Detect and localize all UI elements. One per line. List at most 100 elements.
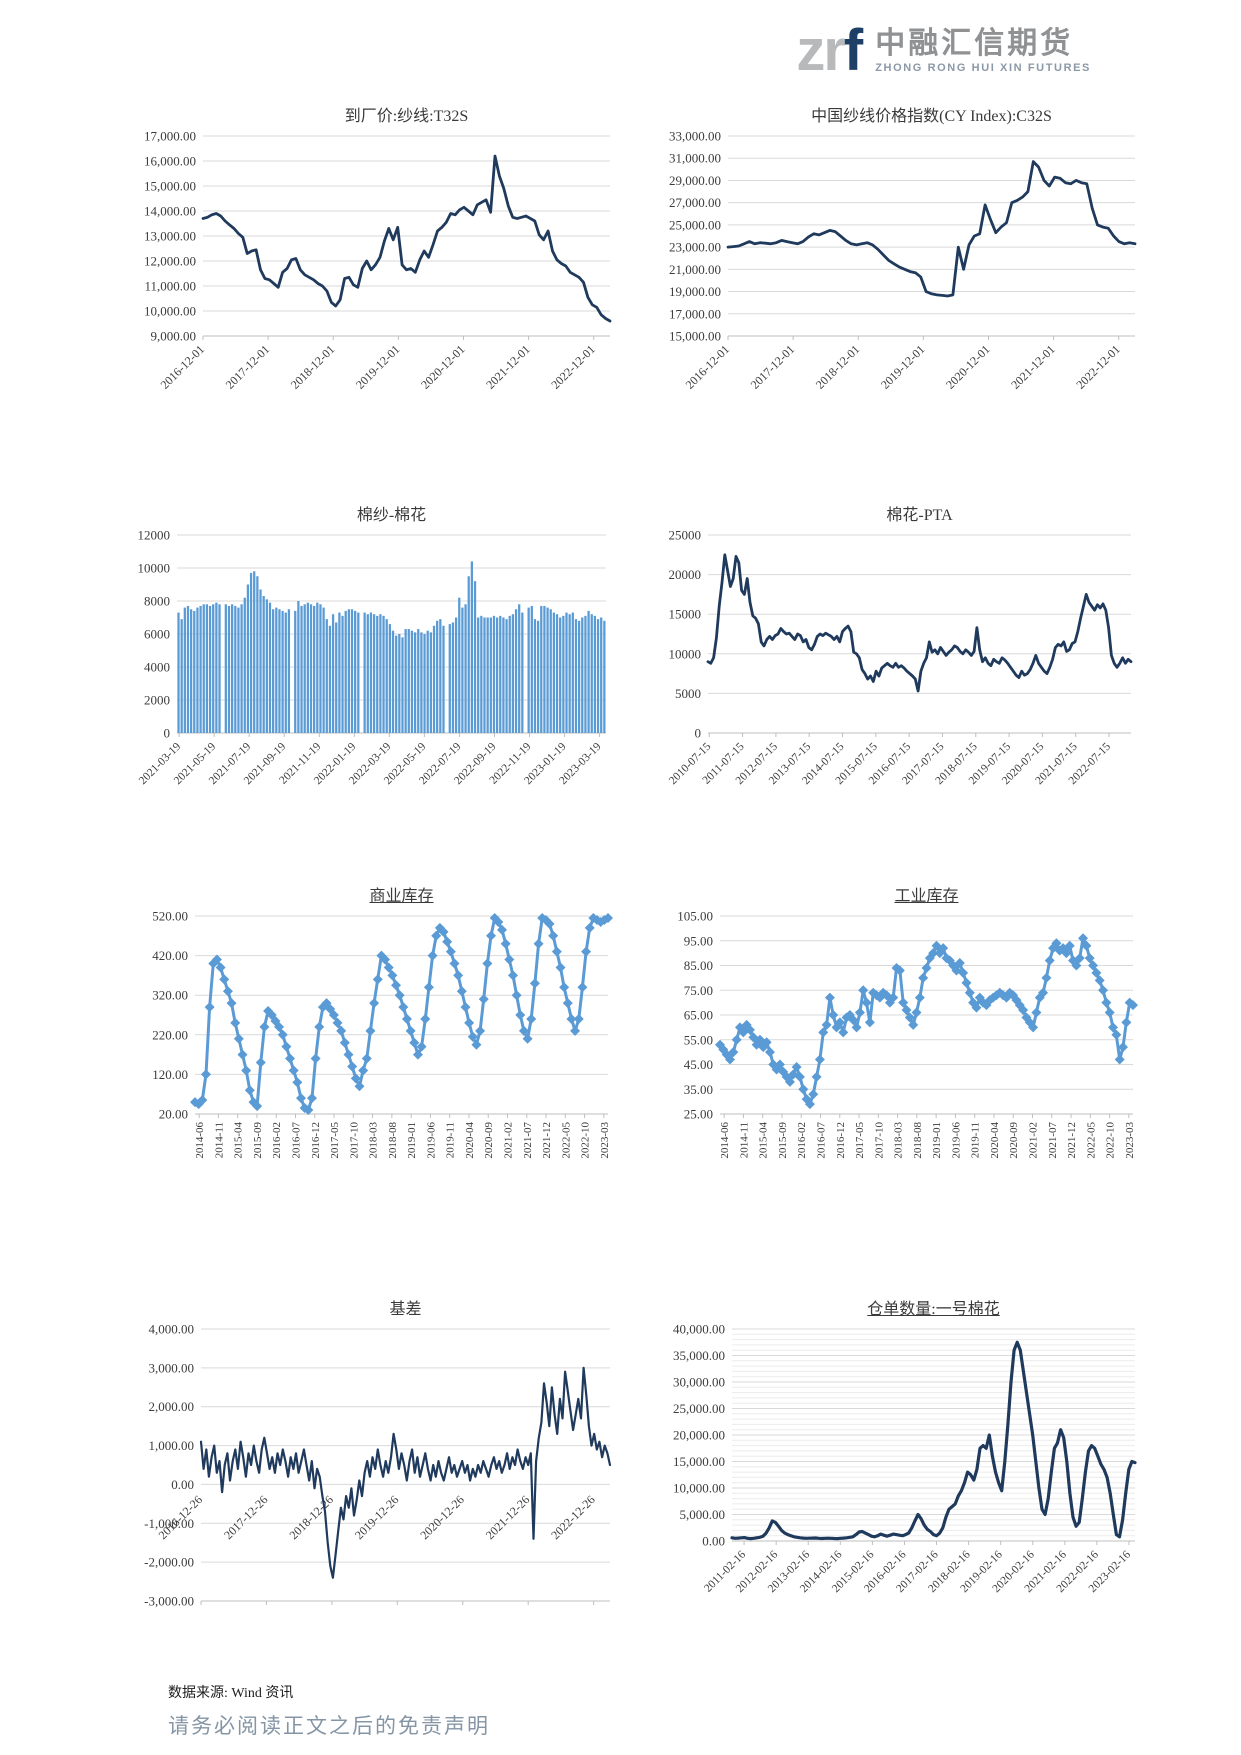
svg-text:25,000.00: 25,000.00 [673,1401,725,1416]
svg-text:2020-12-01: 2020-12-01 [943,342,992,391]
logo-f-text: f [843,18,863,83]
svg-text:15000: 15000 [669,607,702,622]
svg-text:2022-10: 2022-10 [1105,1122,1117,1159]
page-header: zrf 中融汇信期货 ZHONG RONG HUI XIN FUTURES [0,0,1241,96]
company-logo: zrf 中融汇信期货 ZHONG RONG HUI XIN FUTURES [796,22,1091,80]
svg-text:2017-05: 2017-05 [329,1122,341,1159]
svg-text:-3,000.00: -3,000.00 [144,1594,194,1609]
svg-text:2021-07: 2021-07 [1047,1122,1059,1159]
svg-text:2019-01: 2019-01 [931,1122,943,1159]
svg-text:2019-12-26: 2019-12-26 [352,1493,401,1542]
svg-text:2015-04: 2015-04 [233,1122,245,1159]
svg-text:2017-10: 2017-10 [348,1122,360,1159]
zrf-logo-icon: zrf [796,22,863,80]
chart-warehouse-receipts: 仓单数量:一号棉花 0.00 5,000.00 10,000.00 15,000.00… [640,1299,1145,1648]
svg-text:2022-12-01: 2022-12-01 [548,342,597,391]
svg-text:17,000.00: 17,000.00 [669,306,721,321]
svg-text:2015-09: 2015-09 [777,1122,789,1159]
svg-text:2019-06: 2019-06 [425,1122,437,1159]
svg-text:2017-12-26: 2017-12-26 [221,1493,270,1542]
svg-text:10000: 10000 [138,561,171,576]
svg-text:14,000.00: 14,000.00 [144,204,196,219]
svg-text:2022-10: 2022-10 [580,1122,592,1159]
chart-commercial-inventory-plot: 20.00 120.00 220.00 320.00 420.00 520.00 2014-… [115,908,620,1259]
svg-text:2019-06: 2019-06 [950,1122,962,1159]
svg-text:2022-05: 2022-05 [560,1122,572,1159]
chart-basis-plot: -3,000.00 -2,000.00 -1,000.00 0.00 1,000.00 2… [115,1321,620,1652]
svg-text:4000: 4000 [144,660,170,675]
svg-text:2018-12-01: 2018-12-01 [813,342,862,391]
chart-commercial-inventory: 商业库存 20.00 120.00 220.00 320.00 420.00 520.00… [115,886,620,1259]
svg-text:40,000.00: 40,000.00 [673,1322,725,1337]
svg-text:21,000.00: 21,000.00 [669,262,721,277]
svg-text:2019-12-01: 2019-12-01 [353,342,402,391]
svg-text:95.00: 95.00 [684,933,713,948]
svg-text:19,000.00: 19,000.00 [669,284,721,299]
svg-text:2017-12-01: 2017-12-01 [223,342,272,391]
svg-text:2022-12-01: 2022-12-01 [1073,342,1122,391]
svg-text:120.00: 120.00 [152,1067,188,1082]
svg-text:1,000.00: 1,000.00 [149,1438,195,1453]
svg-text:2018-08: 2018-08 [387,1122,399,1159]
chart-title-basis: 基差 [389,1301,422,1318]
svg-text:520.00: 520.00 [152,909,188,924]
svg-text:31,000.00: 31,000.00 [669,151,721,166]
svg-text:9,000.00: 9,000.00 [151,329,197,344]
svg-text:2016-12: 2016-12 [835,1122,847,1159]
svg-text:2016-07: 2016-07 [815,1122,827,1159]
svg-text:-2,000.00: -2,000.00 [144,1555,194,1570]
svg-text:2018-12-01: 2018-12-01 [288,342,337,391]
svg-text:23,000.00: 23,000.00 [669,240,721,255]
svg-text:2019-12-01: 2019-12-01 [878,342,927,391]
svg-text:2023-03: 2023-03 [599,1122,611,1159]
chart-cotton-minus-pta: 棉花-PTA 0 5000 10000 15000 20000 25000 2010-07-… [640,505,1145,840]
chart-yarn-minus-cotton: 棉纱-棉花 0 2000 4000 6000 8000 10000 12000 2021-03… [115,505,620,840]
chart-row-4: 基差 -3,000.00 -2,000.00 -1,000.00 0.00 1,000.… [0,1299,1241,1652]
svg-text:2020-04: 2020-04 [989,1122,1001,1159]
svg-text:2021-12-01: 2021-12-01 [483,342,532,391]
svg-text:2022-12-26: 2022-12-26 [548,1493,597,1542]
chart-basis: 基差 -3,000.00 -2,000.00 -1,000.00 0.00 1,000.… [115,1299,620,1652]
svg-text:16,000.00: 16,000.00 [144,154,196,169]
svg-text:6000: 6000 [144,627,170,642]
chart-yarn-minus-cotton-plot: 0 2000 4000 6000 8000 10000 12000 2021-03-19 202… [115,527,620,840]
svg-text:0: 0 [164,726,171,741]
data-source-note: 数据来源: Wind 资讯 [168,1686,294,1701]
svg-text:17,000.00: 17,000.00 [144,129,196,144]
svg-text:75.00: 75.00 [684,983,713,998]
svg-text:2021-07: 2021-07 [522,1122,534,1159]
chart-yarn-t32s-plot: 9,000.00 10,000.00 11,000.00 12,000.00 13,00… [115,128,620,453]
svg-text:2015-04: 2015-04 [758,1122,770,1159]
svg-text:4,000.00: 4,000.00 [149,1322,195,1337]
svg-text:27,000.00: 27,000.00 [669,195,721,210]
svg-text:35.00: 35.00 [684,1082,713,1097]
svg-text:0: 0 [695,726,702,741]
svg-text:2021-02: 2021-02 [503,1122,515,1159]
svg-text:2022-05: 2022-05 [1085,1122,1097,1159]
svg-text:2018-03: 2018-03 [893,1122,905,1159]
svg-text:10,000.00: 10,000.00 [144,304,196,319]
chart-title-commercial-inventory: 商业库存 [369,888,434,905]
svg-text:11,000.00: 11,000.00 [144,279,196,294]
svg-text:2017-10: 2017-10 [873,1122,885,1159]
chart-title-cotton-minus-pta: 棉花-PTA [886,507,953,524]
company-name-en: ZHONG RONG HUI XIN FUTURES [875,62,1091,74]
svg-text:20,000.00: 20,000.00 [673,1428,725,1443]
svg-text:2017-05: 2017-05 [854,1122,866,1159]
svg-text:2021-12-26: 2021-12-26 [483,1493,532,1542]
svg-text:2021-12: 2021-12 [541,1122,553,1159]
svg-text:25000: 25000 [669,528,702,543]
svg-text:2020-04: 2020-04 [464,1122,476,1159]
chart-row-2: 棉纱-棉花 0 2000 4000 6000 8000 10000 12000 2021-03… [0,505,1241,840]
svg-text:105.00: 105.00 [677,909,713,924]
svg-text:30,000.00: 30,000.00 [673,1375,725,1390]
svg-text:2014-06: 2014-06 [719,1122,731,1159]
chart-title-industrial-inventory: 工业库存 [894,888,959,905]
svg-text:2023-03: 2023-03 [1124,1122,1136,1159]
svg-text:220.00: 220.00 [152,1027,188,1042]
chart-title-warehouse-receipts: 仓单数量:一号棉花 [867,1301,1000,1318]
svg-text:2014-06: 2014-06 [194,1122,206,1159]
svg-text:45.00: 45.00 [684,1057,713,1072]
svg-text:-1,000.00: -1,000.00 [144,1516,194,1531]
svg-text:15,000.00: 15,000.00 [669,329,721,344]
